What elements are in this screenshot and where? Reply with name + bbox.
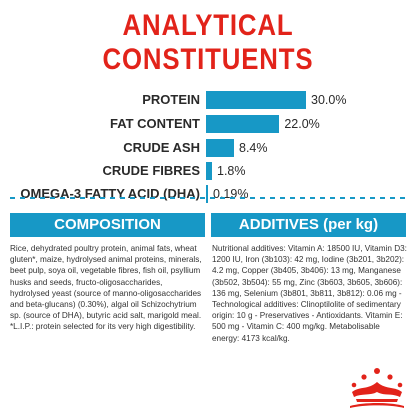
constituent-row-fat-content: FAT CONTENT 22.0% [0,114,416,134]
separator-dot [120,197,125,199]
constituent-label: CRUDE FIBRES [102,163,200,178]
separator-dot [110,197,115,199]
separator-dot [380,197,385,199]
separator-dot [30,197,35,199]
separator-dot [360,197,365,199]
constituent-bar [206,185,208,203]
constituent-value: 30.0% [311,93,347,107]
heading-constituents: CONSTITUENTS [102,43,314,76]
constituent-bar [206,91,306,109]
separator-dot [80,197,85,199]
separator-dot [90,197,95,199]
constituent-row-crude-fibres: CRUDE FIBRES 1.8% [0,161,416,181]
separator-dot [130,197,135,199]
constituent-value: 1.8% [217,164,246,178]
separator-dot [150,197,155,199]
separator-dot [230,197,235,199]
separator-dot [100,197,105,199]
separator-dot [220,197,225,199]
additives-text: Nutritional additives: Vitamin A: 18500 … [212,244,407,343]
separator-dot [390,197,395,199]
separator-dot [70,197,75,199]
separator-dot [330,197,335,199]
separator-dot [300,197,305,199]
separator-dot [400,197,405,199]
constituent-bar [206,115,280,133]
constituent-row-protein: PROTEIN 30.0% [0,90,416,110]
separator-dot [270,197,275,199]
constituent-row-crude-ash: CRUDE ASH 8.4% [0,138,416,158]
constituent-label: PROTEIN [142,92,200,107]
separator-dot [350,197,355,199]
separator-dot [290,197,295,199]
separator-dot [40,197,45,199]
separator-dot [340,197,345,199]
constituent-bar [206,139,234,157]
separator-dot [160,197,165,199]
separator-dot [370,197,375,199]
constituent-label: OMEGA-3 FATTY ACID (DHA) [20,186,200,201]
composition-text: Rice, dehydrated poultry protein, animal… [10,244,202,332]
separator-dot [310,197,315,199]
separator-dot [140,197,145,199]
additives-header: ADDITIVES (per kg) [211,213,406,237]
separator-dot [320,197,325,199]
constituent-label: CRUDE ASH [123,140,200,155]
separator-dot [240,197,245,199]
separator-dot [170,197,175,199]
heading-analytical: ANALYTICAL [122,9,294,42]
separator-dot [210,197,215,199]
constituent-bar [206,162,212,180]
separator-dot [250,197,255,199]
separator-dot [60,197,65,199]
separator-dot [260,197,265,199]
constituent-label: FAT CONTENT [109,116,200,131]
royal-canin-crown-logo [350,368,404,408]
separator-dot [200,197,205,199]
dotted-separator [0,197,416,207]
constituent-value: 22.0% [284,117,320,131]
separator-dot [20,197,25,199]
constituent-value: 8.4% [239,141,268,155]
separator-dot [190,197,195,199]
composition-header: COMPOSITION [10,213,205,237]
separator-dot [10,197,15,199]
separator-dot [280,197,285,199]
separator-dot [180,197,185,199]
separator-dot [50,197,55,199]
